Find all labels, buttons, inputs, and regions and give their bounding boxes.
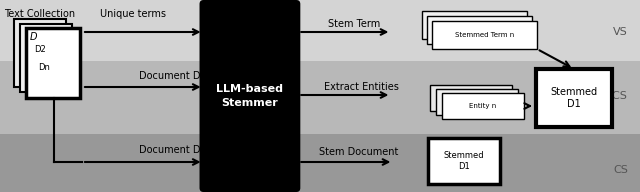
Bar [14, 19, 66, 87]
Text: Document D1: Document D1 [139, 71, 207, 81]
Text: Unique terms: Unique terms [100, 9, 166, 19]
Text: Stemmed Term n: Stemmed Term n [455, 32, 514, 38]
Text: Document D1: Document D1 [139, 145, 207, 155]
Bar [442, 93, 524, 119]
Text: D: D [30, 32, 38, 42]
Text: Stem Document: Stem Document [319, 147, 398, 157]
Text: S: S [477, 27, 482, 33]
Bar [0, 134, 640, 192]
Text: LLM-based
Stemmer: LLM-based Stemmer [216, 84, 284, 108]
Bar [422, 11, 527, 39]
Bar [432, 21, 537, 49]
Bar [20, 24, 72, 92]
Text: Extract Entities: Extract Entities [324, 82, 399, 92]
FancyBboxPatch shape [200, 0, 300, 192]
Bar [436, 89, 518, 115]
Bar [428, 138, 500, 184]
Bar [0, 61, 640, 134]
Text: Dn: Dn [38, 63, 50, 71]
Text: Stemmed
D1: Stemmed D1 [550, 87, 598, 109]
Text: Stemmed
D1: Stemmed D1 [444, 151, 484, 171]
Text: Entity 0: Entity 0 [458, 95, 484, 101]
Text: VS: VS [613, 27, 628, 37]
Bar [536, 69, 612, 127]
Bar [0, 0, 640, 61]
Text: ECS: ECS [606, 91, 628, 101]
Bar [427, 16, 532, 44]
Text: Stem Term: Stem Term [328, 19, 380, 29]
Bar [26, 28, 80, 98]
Text: Text Collection: Text Collection [4, 9, 75, 19]
Text: Stemmed Term 1: Stemmed Term 1 [445, 22, 504, 28]
Bar [430, 85, 512, 111]
Text: Entity n: Entity n [469, 103, 497, 109]
Text: CS: CS [613, 165, 628, 175]
Text: D2: D2 [34, 46, 45, 55]
